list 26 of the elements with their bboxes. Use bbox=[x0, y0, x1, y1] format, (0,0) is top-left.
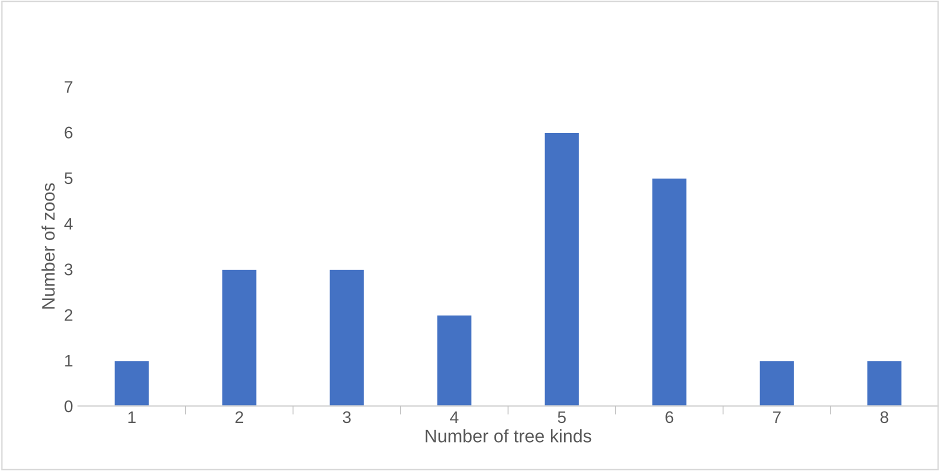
x-axis-title: Number of tree kinds bbox=[426, 429, 592, 442]
x-tick-label: 4 bbox=[450, 411, 458, 423]
x-tick-label: 7 bbox=[773, 411, 781, 423]
y-tick-label: 2 bbox=[64, 309, 72, 321]
bar bbox=[650, 177, 688, 406]
bar bbox=[220, 268, 258, 406]
y-tick-label: 7 bbox=[64, 81, 72, 93]
y-tick-label: 3 bbox=[64, 264, 72, 276]
y-tick-label: 4 bbox=[64, 218, 73, 230]
x-tick-label: 3 bbox=[342, 411, 351, 424]
bar bbox=[866, 360, 903, 406]
x-tick-label: 1 bbox=[128, 411, 136, 423]
x-tick-label: 6 bbox=[666, 411, 674, 424]
x-tick-label: 2 bbox=[235, 411, 244, 423]
bar bbox=[758, 360, 796, 406]
bar bbox=[543, 132, 580, 406]
bar bbox=[113, 360, 150, 406]
x-tick-label: 5 bbox=[558, 411, 566, 424]
y-axis-title: Number of zoos bbox=[42, 183, 55, 309]
y-tick-label: 1 bbox=[65, 354, 72, 366]
bar bbox=[328, 268, 366, 406]
y-tick-label: 5 bbox=[64, 172, 72, 184]
y-tick-label: 0 bbox=[64, 400, 73, 412]
y-tick-label: 6 bbox=[64, 126, 72, 138]
x-tick-label: 8 bbox=[880, 411, 888, 424]
bar bbox=[436, 314, 473, 406]
